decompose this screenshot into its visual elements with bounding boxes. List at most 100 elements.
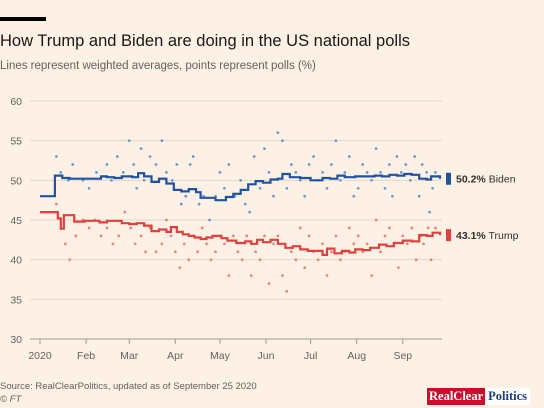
trump-poll-point bbox=[254, 250, 257, 254]
trump-poll-point bbox=[334, 234, 338, 238]
x-tick-label: Aug bbox=[347, 350, 366, 362]
trump-poll-point bbox=[245, 234, 249, 238]
biden-poll-point bbox=[127, 139, 131, 143]
biden-poll-point bbox=[132, 163, 136, 166]
biden-poll-point bbox=[243, 202, 247, 206]
trump-poll-point bbox=[144, 250, 147, 254]
trump-poll-point bbox=[105, 226, 109, 230]
biden-poll-point bbox=[184, 194, 188, 198]
biden-poll-point bbox=[343, 171, 347, 174]
biden-poll-point bbox=[404, 163, 408, 166]
copyright-note: © FT bbox=[0, 394, 22, 405]
trump-poll-point bbox=[236, 250, 240, 254]
trump-poll-point bbox=[154, 250, 158, 254]
trump-poll-point bbox=[63, 242, 67, 246]
trump-poll-point bbox=[74, 234, 78, 238]
biden-poll-point bbox=[425, 171, 428, 174]
trump-poll-point bbox=[205, 242, 208, 246]
biden-poll-point bbox=[356, 186, 360, 190]
biden-poll-point bbox=[420, 163, 424, 166]
biden-poll-point bbox=[303, 194, 307, 198]
biden-poll-point bbox=[312, 155, 315, 158]
biden-poll-point bbox=[191, 155, 195, 158]
trump-poll-point bbox=[200, 226, 204, 230]
biden-poll-point bbox=[267, 171, 271, 174]
trump-poll-point bbox=[422, 242, 425, 246]
trump-poll-point bbox=[276, 234, 280, 238]
biden-poll-point bbox=[289, 163, 293, 166]
trump-poll-point bbox=[410, 226, 414, 230]
trump-poll-point bbox=[182, 242, 186, 246]
trump-poll-point bbox=[434, 226, 437, 230]
trump-poll-point bbox=[55, 202, 58, 206]
biden-poll-point bbox=[413, 155, 417, 158]
biden-poll-points bbox=[55, 131, 437, 222]
biden-poll-point bbox=[330, 163, 333, 166]
biden-poll-point bbox=[339, 178, 342, 182]
biden-poll-point bbox=[334, 139, 338, 143]
logo-part-realclear: RealClear bbox=[427, 388, 486, 405]
biden-poll-point bbox=[59, 171, 63, 174]
biden-poll-point bbox=[160, 139, 164, 143]
x-tick-label: Jun bbox=[258, 350, 275, 362]
x-tick-label: 2020 bbox=[28, 350, 52, 362]
trump-poll-point bbox=[240, 258, 244, 262]
trump-poll-point bbox=[285, 290, 289, 293]
trump-poll-point bbox=[347, 226, 351, 230]
biden-poll-point bbox=[148, 155, 152, 158]
trump-poll-point bbox=[426, 226, 430, 230]
biden-poll-point bbox=[71, 163, 75, 166]
trump-poll-point bbox=[267, 282, 271, 285]
biden-poll-point bbox=[272, 194, 275, 198]
x-tick-label: May bbox=[210, 350, 231, 362]
trump-poll-point bbox=[231, 234, 235, 238]
biden-poll-point bbox=[179, 202, 183, 206]
trump-poll-point bbox=[196, 250, 199, 254]
biden-poll-point bbox=[347, 155, 351, 158]
trump-poll-point bbox=[272, 242, 275, 246]
trump-poll-point bbox=[133, 242, 137, 246]
biden-poll-point bbox=[383, 186, 387, 190]
biden-poll-point bbox=[417, 194, 421, 198]
trump-poll-point bbox=[263, 234, 266, 238]
biden-poll-point bbox=[321, 171, 324, 174]
chart-title: How Trump and Biden are doing in the US … bbox=[0, 32, 410, 50]
trump-poll-point bbox=[258, 258, 262, 262]
biden-poll-point bbox=[135, 186, 139, 190]
biden-poll-point bbox=[139, 147, 143, 150]
trump-poll-point bbox=[173, 250, 177, 254]
x-tick-label: Sep bbox=[393, 350, 412, 362]
biden-poll-point bbox=[110, 178, 113, 182]
trump-poll-point bbox=[330, 250, 333, 254]
x-tick-label: Feb bbox=[77, 350, 95, 362]
biden-poll-point bbox=[434, 171, 437, 174]
biden-poll-point bbox=[197, 202, 201, 206]
trump-poll-point bbox=[356, 234, 360, 238]
trump-poll-point bbox=[325, 274, 329, 277]
trump-poll-point bbox=[414, 258, 418, 262]
source-note: Source: RealClearPolitics, updated as of… bbox=[0, 381, 257, 392]
biden-poll-point bbox=[408, 178, 412, 182]
biden-poll-point bbox=[95, 171, 98, 174]
trump-poll-point bbox=[139, 234, 143, 238]
trump-poll-point bbox=[321, 242, 324, 246]
title-rule bbox=[0, 17, 46, 21]
trump-poll-point bbox=[111, 242, 115, 246]
y-tick-label: 45 bbox=[10, 215, 22, 227]
biden-poll-point bbox=[87, 186, 91, 190]
logo-part-politics: Politics bbox=[485, 388, 531, 405]
trump-poll-point bbox=[117, 234, 121, 238]
biden-poll-point bbox=[399, 171, 403, 174]
biden-poll-point bbox=[281, 139, 284, 143]
biden-poll-point bbox=[165, 171, 168, 174]
biden-poll-point bbox=[170, 178, 174, 182]
biden-poll-point bbox=[142, 178, 146, 182]
biden-end-label: 50.2% Biden bbox=[456, 174, 516, 186]
biden-poll-point bbox=[115, 155, 119, 158]
x-tick-label: Apr bbox=[167, 350, 184, 362]
biden-poll-point bbox=[285, 186, 289, 190]
biden-poll-point bbox=[239, 178, 243, 182]
x-tick-label: Mar bbox=[120, 350, 139, 362]
biden-poll-point bbox=[248, 210, 252, 214]
